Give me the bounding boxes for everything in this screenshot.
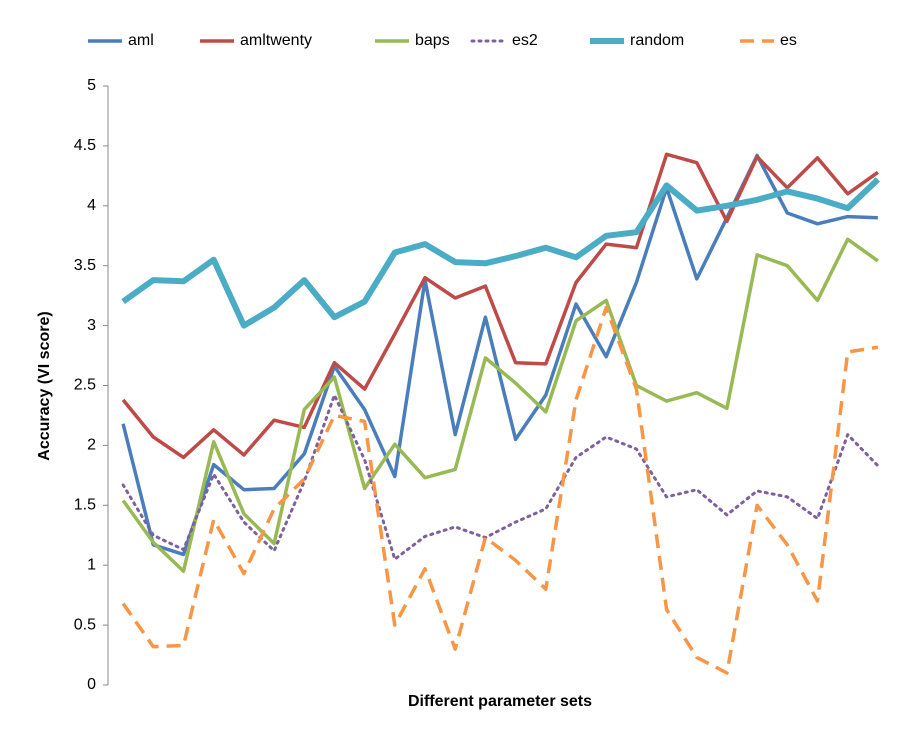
y-tick-label: 4.5 bbox=[74, 137, 96, 154]
y-axis-label: Accuracy (VI score) bbox=[36, 311, 53, 460]
y-tick-label: 3 bbox=[87, 317, 96, 334]
y-tick-label: 4 bbox=[87, 197, 96, 214]
y-tick-label: 1 bbox=[87, 556, 96, 573]
y-tick-label: 3.5 bbox=[74, 257, 96, 274]
legend-label: es2 bbox=[512, 32, 538, 49]
series-line bbox=[121, 393, 880, 561]
series-line bbox=[121, 177, 880, 329]
y-tick-label: 1.5 bbox=[74, 497, 96, 514]
y-tick-label: 0 bbox=[87, 676, 96, 693]
legend-label: es bbox=[780, 32, 797, 49]
x-axis-label: Different parameter sets bbox=[408, 693, 592, 710]
series-line bbox=[121, 152, 879, 460]
series-line bbox=[121, 305, 879, 675]
legend-label: baps bbox=[415, 32, 450, 49]
y-tick-label: 5 bbox=[87, 77, 96, 94]
legend-label: amltwenty bbox=[240, 32, 312, 49]
legend-label: random bbox=[630, 32, 684, 49]
series-line bbox=[121, 237, 879, 573]
y-tick-label: 2.5 bbox=[74, 377, 96, 394]
y-tick-label: 2 bbox=[87, 437, 96, 454]
legend-label: aml bbox=[128, 32, 154, 49]
y-tick-label: 0.5 bbox=[74, 616, 96, 633]
